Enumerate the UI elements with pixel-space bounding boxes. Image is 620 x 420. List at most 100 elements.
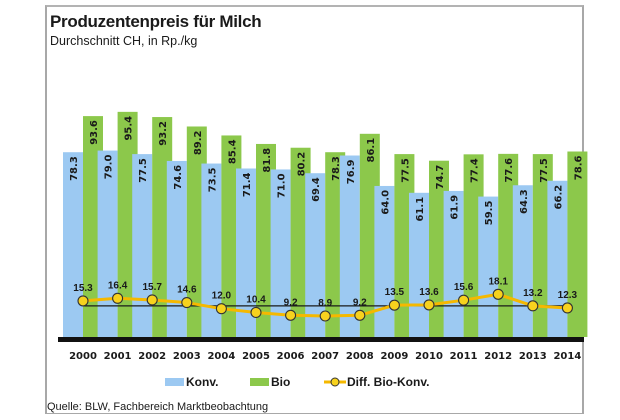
diff-marker-2000 <box>77 295 89 307</box>
label-konv-2012: 59.5 <box>484 201 495 226</box>
bar-konv-2005 <box>236 168 256 337</box>
x-tick-2010: 2010 <box>415 351 443 362</box>
legend-swatch-bio <box>250 378 269 386</box>
label-konv-2006: 71.0 <box>277 173 288 198</box>
x-tick-2014: 2014 <box>553 351 581 362</box>
diff-marker-2004 <box>215 303 227 315</box>
label-konv-2001: 79.0 <box>104 155 115 180</box>
label-konv-2009: 64.0 <box>380 190 391 215</box>
diff-marker-2010 <box>423 299 435 311</box>
diff-marker-2007 <box>319 310 331 322</box>
diff-marker-2014 <box>561 302 573 314</box>
diff-label-2008: 9.2 <box>353 297 367 308</box>
diff-marker-2001 <box>112 292 124 304</box>
bar-konv-2000 <box>63 152 83 337</box>
diff-label-2004: 12.0 <box>212 291 232 302</box>
chart-subtitle: Durchschnitt CH, in Rp./kg <box>50 34 198 48</box>
legend-label-konv: Konv. <box>186 375 219 389</box>
diff-marker-2009 <box>388 299 400 311</box>
diff-label-2005: 10.4 <box>246 294 266 305</box>
legend-label-diff: Diff. Bio-Konv. <box>347 375 430 389</box>
bar-konv-2003 <box>166 160 187 337</box>
diff-marker-2006 <box>285 309 297 321</box>
legend-item-konv: Konv. <box>165 375 218 389</box>
label-bio-2000: 93.6 <box>89 120 100 145</box>
legend-line-marker-icon <box>324 377 346 387</box>
diff-label-2002: 15.7 <box>142 282 162 293</box>
diff-label-2012: 18.1 <box>488 276 508 287</box>
label-konv-2011: 61.9 <box>450 195 461 220</box>
diff-marker-2013 <box>527 300 539 312</box>
diff-label-2011: 15.6 <box>454 282 474 293</box>
label-konv-2013: 64.3 <box>519 189 530 214</box>
x-tick-2003: 2003 <box>173 351 201 362</box>
diff-marker-2005 <box>250 306 262 319</box>
x-tick-2004: 2004 <box>207 351 235 362</box>
label-bio-2001: 95.4 <box>124 116 135 141</box>
label-bio-2011: 77.4 <box>470 158 481 183</box>
bar-konv-2013 <box>512 185 533 337</box>
legend-swatch-konv <box>165 378 184 386</box>
label-bio-2008: 86.1 <box>366 138 377 163</box>
label-konv-2000: 78.3 <box>69 156 80 181</box>
legend: Konv. Bio Diff. Bio-Konv. <box>0 375 620 391</box>
x-tick-2012: 2012 <box>484 351 512 362</box>
label-bio-2014: 78.6 <box>573 155 584 180</box>
label-bio-2009: 77.5 <box>400 158 411 183</box>
label-bio-2002: 93.2 <box>158 121 169 146</box>
bar-konv-2008 <box>339 155 360 337</box>
diff-label-2007: 8.9 <box>318 298 332 309</box>
diff-label-2001: 16.4 <box>108 280 128 291</box>
diff-marker-2012 <box>492 288 504 300</box>
label-konv-2003: 74.6 <box>173 165 184 190</box>
label-bio-2007: 78.3 <box>331 156 342 181</box>
label-konv-2008: 76.9 <box>346 159 357 184</box>
legend-item-bio: Bio <box>250 375 290 389</box>
label-konv-2005: 71.4 <box>242 172 253 197</box>
label-konv-2010: 61.1 <box>415 197 426 222</box>
label-konv-2014: 66.2 <box>553 185 564 210</box>
x-tick-2013: 2013 <box>519 351 547 362</box>
legend-item-diff: Diff. Bio-Konv. <box>323 375 429 389</box>
x-tick-2005: 2005 <box>242 351 270 362</box>
diff-label-2010: 13.6 <box>419 287 439 298</box>
chart-title: Produzentenpreis für Milch <box>50 12 262 31</box>
label-bio-2004: 85.4 <box>227 139 238 164</box>
diff-marker-2008 <box>354 309 366 321</box>
bar-bio-2014 <box>567 151 588 337</box>
bar-konv-2014 <box>547 180 568 337</box>
bar-konv-2004 <box>201 163 222 337</box>
x-tick-2002: 2002 <box>138 351 166 362</box>
label-bio-2003: 89.2 <box>193 130 204 155</box>
label-bio-2005: 81.8 <box>262 148 273 173</box>
label-bio-2006: 80.2 <box>297 152 308 177</box>
source-note: Quelle: BLW, Fachbereich Marktbeobachtun… <box>47 401 269 413</box>
label-bio-2012: 77.6 <box>504 158 515 183</box>
x-tick-2008: 2008 <box>346 351 374 362</box>
diff-label-2000: 15.3 <box>73 283 93 294</box>
diff-marker-2011 <box>458 294 470 306</box>
bar-konv-2012 <box>478 196 499 337</box>
bar-konv-2010 <box>409 192 429 337</box>
bar-konv-2002 <box>132 154 153 337</box>
bar-konv-2006 <box>270 169 291 337</box>
label-konv-2007: 69.4 <box>311 177 322 202</box>
diff-marker-2002 <box>146 294 158 306</box>
label-bio-2010: 74.7 <box>435 165 446 190</box>
label-konv-2004: 73.5 <box>207 168 218 193</box>
bar-konv-2001 <box>97 150 118 337</box>
x-tick-2001: 2001 <box>104 351 132 362</box>
x-tick-2000: 2000 <box>69 351 97 362</box>
x-axis-line <box>58 337 584 342</box>
diff-label-2009: 13.5 <box>385 287 405 298</box>
legend-label-bio: Bio <box>271 375 291 389</box>
x-tick-2006: 2006 <box>277 351 305 362</box>
label-konv-2002: 77.5 <box>138 158 149 183</box>
label-bio-2013: 77.5 <box>539 158 550 183</box>
diff-label-2006: 9.2 <box>284 297 298 308</box>
bar-konv-2009 <box>374 185 395 337</box>
diff-label-2013: 13.2 <box>523 288 543 299</box>
bar-konv-2007 <box>305 173 326 337</box>
diff-label-2014: 12.3 <box>558 290 578 301</box>
